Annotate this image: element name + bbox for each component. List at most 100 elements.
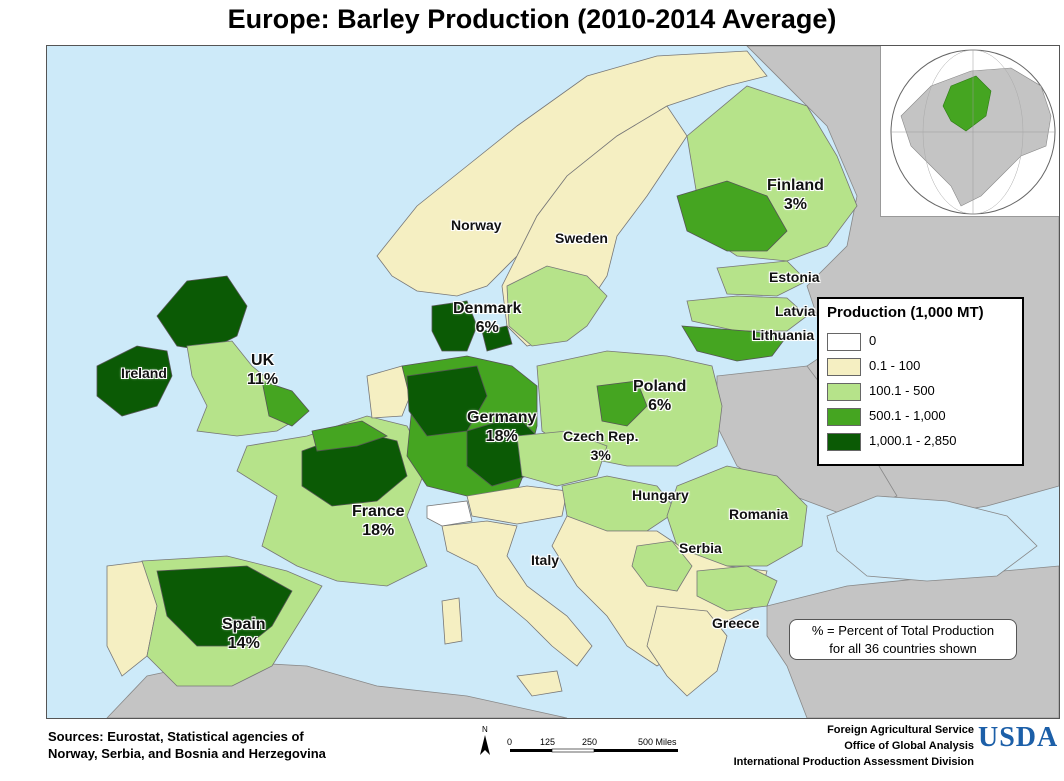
country-label: Norway <box>451 216 502 235</box>
legend: Production (1,000 MT) 0 0.1 - 100 100.1 … <box>817 297 1024 466</box>
country-label: Ireland <box>121 364 167 383</box>
percent-note-line1: % = Percent of Total Production <box>811 623 995 638</box>
percent-note: % = Percent of Total Production for all … <box>789 619 1017 660</box>
country-label: Estonia <box>769 268 820 287</box>
region-latvia <box>686 295 808 332</box>
region-romania <box>666 465 808 567</box>
country-name: Poland <box>633 378 687 395</box>
region-denmark-islands <box>481 325 513 352</box>
country-name: Latvia <box>775 303 816 319</box>
legend-swatch <box>827 408 861 426</box>
scale-tick-2: 250 <box>582 737 597 747</box>
country-label: Greece <box>712 614 759 633</box>
country-name: Italy <box>531 552 560 568</box>
sources-line1: Sources: Eurostat, Statistical agencies … <box>48 729 304 744</box>
region-sicily <box>516 670 563 697</box>
country-label: Lithuania <box>752 326 814 345</box>
region-sweden-south <box>506 265 608 347</box>
country-label: Hungary <box>632 486 689 505</box>
north-arrow-icon <box>480 735 490 755</box>
map-title: Europe: Barley Production (2010-2014 Ave… <box>227 4 837 34</box>
agency-line2: Office of Global Analysis <box>844 740 974 752</box>
agency-line3: International Production Assessment Divi… <box>733 756 974 768</box>
country-name: Ireland <box>121 365 167 381</box>
country-name: Serbia <box>679 540 722 556</box>
region-benelux <box>366 365 413 419</box>
legend-swatch <box>827 358 861 376</box>
country-name: Czech Rep. <box>563 428 639 444</box>
legend-label: 500.1 - 1,000 <box>869 408 946 423</box>
black-sea <box>826 495 1038 582</box>
country-label: Denmark 6% <box>453 299 521 337</box>
region-switzerland <box>426 500 473 527</box>
country-percent: 18% <box>485 428 518 445</box>
country-label: Italy <box>531 551 559 570</box>
country-label: UK 11% <box>247 351 278 389</box>
country-name: Norway <box>451 217 502 233</box>
country-name: France <box>352 503 405 520</box>
country-name: Germany <box>467 409 537 426</box>
country-percent: 3% <box>590 447 611 463</box>
country-label: France 18% <box>352 502 404 540</box>
country-percent: 3% <box>783 196 807 213</box>
agency-block: Foreign Agricultural Service Office of G… <box>734 722 974 770</box>
country-percent: 6% <box>648 397 672 414</box>
region-bulgaria <box>696 565 778 612</box>
country-name: Sweden <box>555 230 608 246</box>
legend-swatch <box>827 433 861 451</box>
country-label: Serbia <box>679 539 722 558</box>
country-name: Denmark <box>453 300 522 317</box>
agency-line1: Foreign Agricultural Service <box>827 724 974 736</box>
country-name: Romania <box>729 506 789 522</box>
legend-label: 100.1 - 500 <box>869 383 935 398</box>
region-spain-center <box>156 565 293 647</box>
country-name: Greece <box>712 615 760 631</box>
legend-swatch <box>827 333 861 351</box>
legend-swatch <box>827 383 861 401</box>
country-label: Spain 14% <box>222 615 266 653</box>
legend-label: 0.1 - 100 <box>869 358 921 373</box>
country-name: Estonia <box>769 269 820 285</box>
sources-text: Sources: Eurostat, Statistical agencies … <box>48 728 326 762</box>
locator-globe <box>880 46 1059 217</box>
country-label: Sweden <box>555 229 608 248</box>
region-scotland <box>156 275 248 352</box>
scale-north: N <box>482 725 488 734</box>
country-name: Lithuania <box>752 327 815 343</box>
region-england-east <box>261 380 310 427</box>
region-france-center <box>311 420 388 452</box>
region-ireland <box>96 345 173 417</box>
country-name: UK <box>251 352 275 369</box>
region-estonia <box>716 260 808 297</box>
legend-label: 1,000.1 - 2,850 <box>869 433 957 448</box>
scale-tick-0: 0 <box>507 737 512 747</box>
country-label: Latvia <box>775 302 815 321</box>
region-sardinia <box>441 597 463 645</box>
region-greece <box>646 605 728 697</box>
scale-bar: N 0 125 250 500 Miles <box>470 723 710 773</box>
percent-note-line2: for all 36 countries shown <box>829 641 977 656</box>
country-percent: 18% <box>362 522 395 539</box>
legend-label: 0 <box>869 333 877 348</box>
country-label: Germany 18% <box>467 408 536 446</box>
country-label: Czech Rep. 3% <box>563 427 638 465</box>
region-italy <box>441 520 593 667</box>
scale-tick-1: 125 <box>540 737 555 747</box>
region-denmark <box>431 300 478 352</box>
country-label: Romania <box>729 505 788 524</box>
legend-title: Production (1,000 MT) <box>827 304 984 321</box>
country-label: Poland 6% <box>633 377 686 415</box>
region-poland-center <box>596 380 648 427</box>
country-name: Hungary <box>632 487 689 503</box>
country-name: Finland <box>767 177 824 194</box>
country-percent: 14% <box>227 635 260 652</box>
sources-line2: Norway, Serbia, and Bosnia and Herzegovi… <box>48 746 326 761</box>
country-percent: 6% <box>475 319 499 336</box>
scale-tick-3: 500 Miles <box>638 737 677 747</box>
region-serbia <box>631 540 693 592</box>
country-label: Finland 3% <box>767 176 824 214</box>
region-lithuania <box>681 325 788 362</box>
country-name: Spain <box>222 616 266 633</box>
region-austria <box>466 485 568 525</box>
region-czech <box>516 430 608 487</box>
